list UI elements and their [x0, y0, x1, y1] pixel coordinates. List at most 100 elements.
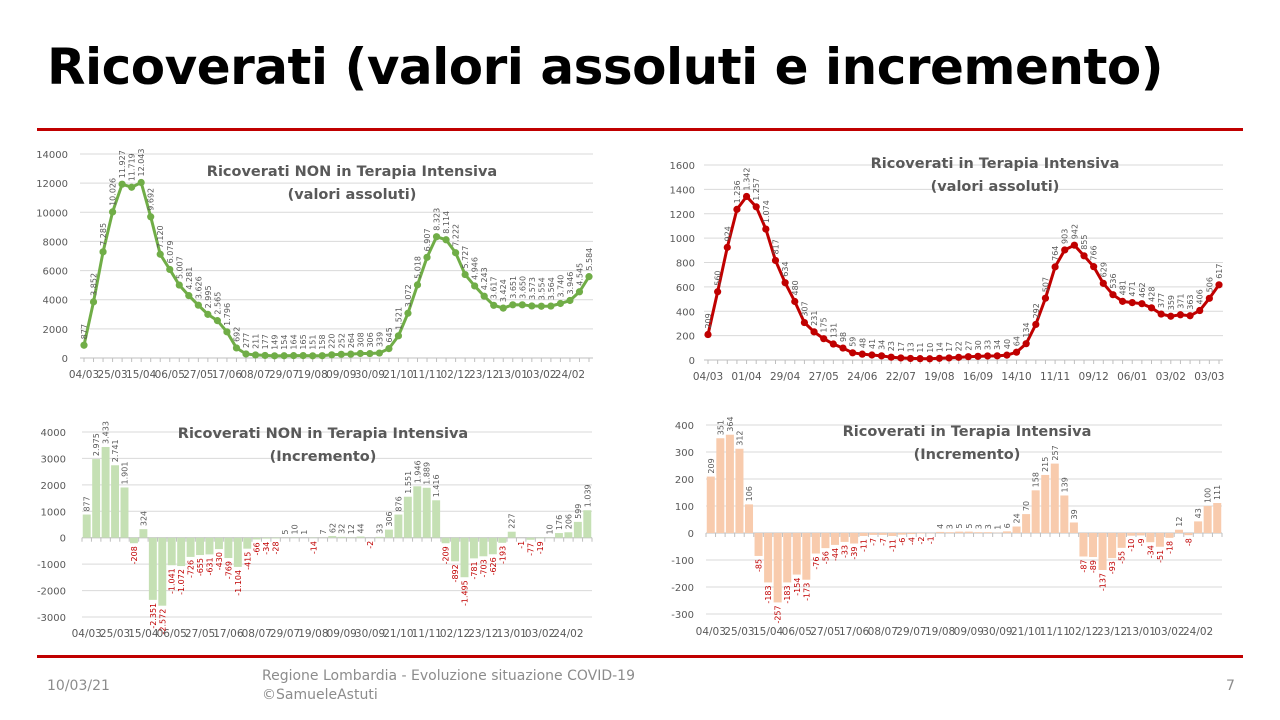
data-label: -769	[224, 561, 233, 579]
data-label: -430	[215, 552, 224, 570]
data-point	[566, 296, 574, 305]
data-label: 6.079	[166, 241, 175, 264]
data-label: -55	[1118, 551, 1127, 564]
data-label: 3.424	[499, 279, 508, 302]
data-point	[906, 354, 915, 363]
x-tick-label: 09/12	[1079, 371, 1109, 383]
data-label: 139	[1060, 477, 1069, 492]
x-tick-label: 01/04	[731, 371, 762, 383]
data-label: 175	[820, 317, 829, 332]
x-tick-label: 03/02	[525, 628, 555, 640]
data-label: -2	[917, 537, 926, 545]
data-label: -1.104	[234, 570, 243, 596]
data-label: 312	[735, 430, 744, 445]
data-label: 11	[916, 342, 925, 352]
data-label: 12	[347, 524, 356, 534]
x-tick-label: 27/05	[183, 369, 213, 381]
data-label: 33	[984, 340, 993, 350]
bar	[186, 537, 195, 557]
page-number: 7	[1226, 678, 1235, 694]
data-label: 599	[574, 504, 583, 519]
bar	[716, 438, 725, 533]
bar	[773, 533, 782, 603]
bar	[252, 537, 261, 540]
data-point	[1196, 306, 1204, 315]
data-point	[829, 340, 837, 348]
x-tick-label: 03/02	[1156, 371, 1186, 383]
data-label: 257	[1051, 445, 1060, 460]
x-tick-label: 27/05	[809, 371, 839, 383]
data-point	[185, 292, 193, 300]
data-label: 1.074	[762, 200, 771, 223]
bar	[526, 537, 535, 540]
bar	[916, 533, 926, 534]
y-tick-label: 200	[676, 332, 695, 343]
data-label: 11.719	[128, 153, 137, 181]
x-tick-label: 04/03	[69, 369, 99, 381]
y-tick-label: 12000	[36, 179, 68, 190]
data-label: -18	[1165, 541, 1174, 554]
x-tick-label: 29/07	[270, 628, 300, 640]
data-label: 3.433	[102, 421, 111, 444]
data-label: 1.416	[432, 474, 441, 497]
data-point	[993, 352, 1001, 360]
bar	[792, 533, 801, 575]
data-point	[1003, 351, 1011, 359]
bar	[945, 532, 954, 533]
x-tick-label: 02/12	[440, 628, 470, 640]
data-point	[499, 304, 507, 312]
data-label: -8	[1185, 538, 1194, 546]
data-label: 154	[280, 334, 289, 349]
y-tick-label: 400	[675, 421, 694, 432]
data-point	[887, 353, 895, 361]
data-label: -892	[451, 564, 460, 582]
bar	[974, 532, 983, 533]
chart-title: (Incremento)	[914, 447, 1021, 463]
data-label: 12	[1175, 517, 1184, 527]
data-label: 5	[281, 529, 290, 534]
data-label: 158	[1032, 472, 1041, 487]
data-label: 48	[858, 338, 867, 348]
data-point	[1061, 246, 1069, 254]
data-label: 4.243	[480, 267, 489, 290]
x-tick-label: 30/09	[355, 369, 385, 381]
bar	[243, 537, 252, 549]
data-label: 764	[1051, 246, 1060, 261]
data-label: -703	[479, 559, 488, 577]
data-label: 308	[356, 332, 365, 347]
bar	[488, 537, 497, 555]
x-tick-label: 25/03	[97, 369, 127, 381]
data-label: -4	[907, 537, 916, 545]
data-point	[156, 250, 164, 258]
data-point	[868, 351, 876, 359]
data-label: 306	[385, 511, 394, 526]
x-tick-label: 09/09	[954, 626, 984, 638]
data-point	[1041, 294, 1050, 302]
x-tick-label: 11/11	[412, 628, 442, 640]
x-tick-label: 19/08	[924, 371, 954, 383]
bar	[498, 537, 507, 543]
data-label: -154	[793, 578, 802, 596]
bar	[111, 465, 120, 538]
data-label: -415	[243, 552, 252, 570]
data-label: 2.565	[213, 292, 222, 315]
bar	[413, 486, 422, 538]
bar	[754, 533, 763, 556]
data-point	[1205, 294, 1213, 302]
data-point	[423, 253, 431, 261]
x-tick-label: 23/12	[1097, 626, 1127, 638]
data-label: 277	[242, 333, 251, 348]
data-label: 14	[935, 342, 944, 352]
bar	[1069, 522, 1078, 533]
data-label: -626	[489, 557, 498, 575]
y-tick-label: 10000	[36, 208, 68, 219]
data-label: -14	[309, 541, 318, 554]
data-point	[926, 355, 934, 363]
data-label: 359	[1167, 295, 1176, 310]
data-point	[328, 351, 336, 359]
data-label: 5.584	[585, 248, 594, 271]
data-label: 209	[707, 458, 716, 473]
bar	[1117, 533, 1126, 548]
data-label: -7	[879, 538, 888, 546]
data-point	[1022, 340, 1030, 348]
